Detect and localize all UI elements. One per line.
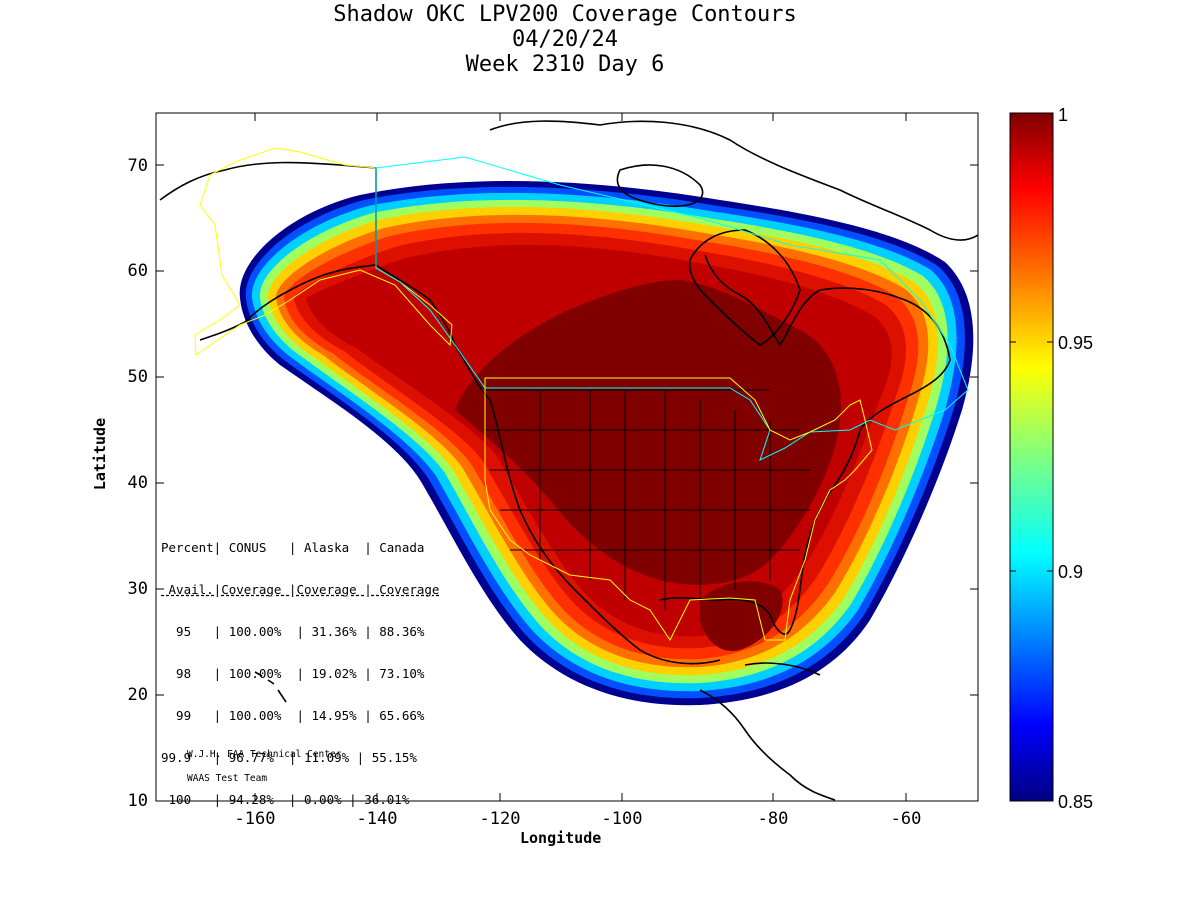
credit-block: W.J.H. FAA Technical Center WAAS Test Te… <box>187 737 341 797</box>
coastlines <box>159 120 978 801</box>
state-borders <box>485 389 810 610</box>
coverage-table: Percent| CONUS | Alaska | Canada Avail.|… <box>161 516 439 831</box>
x-tick-label: -140 <box>357 809 398 829</box>
colorbar-labels: 1 0.95 0.9 0.85 <box>1058 105 1093 812</box>
y-tick-label: 10 <box>128 791 148 811</box>
colorbar-tick-label: 0.95 <box>1058 333 1093 353</box>
x-tick-label: -120 <box>480 809 521 829</box>
title-line-1: Shadow OKC LPV200 Coverage Contours <box>333 2 797 27</box>
colorbar <box>1009 112 1054 802</box>
colorbar-ticks <box>1010 112 1053 802</box>
colorbar-tick-label: 0.9 <box>1058 562 1083 582</box>
y-tick-label: 40 <box>128 473 148 493</box>
x-tick-label: -80 <box>758 809 789 829</box>
gulf-coast <box>659 429 861 635</box>
arctic-islands <box>489 120 978 241</box>
credit-line: W.J.H. FAA Technical Center <box>187 749 342 760</box>
table-header-1: Percent| CONUS | Alaska | Canada <box>161 540 425 555</box>
colorbar-tick-label: 0.85 <box>1058 792 1093 812</box>
y-tick-label: 50 <box>128 367 148 387</box>
y-tick-label: 60 <box>128 261 148 281</box>
x-axis-label: Longitude <box>520 829 602 847</box>
central-america <box>699 689 836 801</box>
east-coast <box>704 254 951 431</box>
x-tick-label: -60 <box>891 809 922 829</box>
table-header-2: Avail.|Coverage |Coverage | Coverage <box>161 582 440 597</box>
y-axis-label: Latitude <box>91 417 110 491</box>
credit-line: WAAS Test Team <box>187 773 268 784</box>
title-line-3: Week 2310 Day 6 <box>465 52 665 77</box>
y-tick-label: 70 <box>128 156 148 176</box>
conus-boundary <box>484 377 873 641</box>
cuba <box>744 662 821 676</box>
alaska-coast <box>159 161 456 346</box>
canada-boundary <box>375 156 969 461</box>
contour-1 <box>455 280 841 585</box>
map-area <box>159 120 978 801</box>
table-row: 100 | 94.28% | 0.00% | 36.01% <box>161 792 410 807</box>
table-row: 98 | 100.00% | 19.02% | 73.10% <box>161 666 425 681</box>
table-row: 99.9 | 96.77% | 11.09% | 55.15% <box>161 750 417 765</box>
region-boundaries <box>194 147 969 641</box>
title-line-2: 04/20/24 <box>512 27 618 52</box>
hawaii <box>254 671 287 703</box>
arctic-island-2 <box>616 164 704 208</box>
x-tick-label: -160 <box>235 809 276 829</box>
table-row: 99 | 100.00% | 14.95% | 65.66% <box>161 708 425 723</box>
y-tick-label: 30 <box>128 579 148 599</box>
west-coast <box>454 344 721 665</box>
hudson-bay <box>688 229 801 346</box>
axis-ticks <box>156 113 978 802</box>
alaska-boundary <box>194 147 453 356</box>
y-tick-label: 20 <box>128 685 148 705</box>
table-row: 95 | 100.00% | 31.36% | 88.36% <box>161 624 425 639</box>
tick-labels: -160 -140 -120 -100 -80 -60 10 20 30 40 … <box>128 156 922 829</box>
x-tick-label: -100 <box>602 809 643 829</box>
axes-frame <box>155 112 979 802</box>
colorbar-tick-label: 1 <box>1058 105 1068 125</box>
